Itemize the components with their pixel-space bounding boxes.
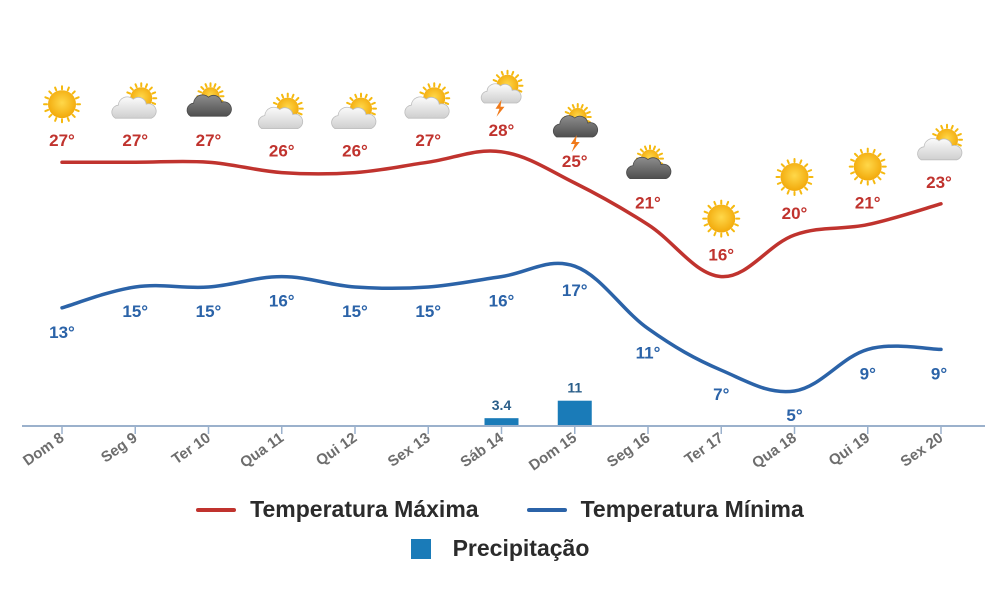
x-tick-label: Qua 18 — [749, 429, 800, 472]
x-tick-label: Sex 13 — [385, 429, 434, 470]
max-temp-label: 27° — [415, 131, 441, 150]
precipitation-label: 11 — [567, 380, 582, 396]
max-temp-label: 25° — [562, 152, 588, 171]
x-tick-label: Ter 10 — [169, 429, 214, 468]
max-temp-label: 27° — [196, 131, 222, 150]
sun-icon — [775, 158, 814, 196]
partly-cloudy-icon — [331, 92, 377, 129]
min-temp-label: 17° — [562, 281, 588, 300]
legend-min-label: Temperatura Mínima — [580, 496, 804, 522]
max-temp-label: 20° — [782, 204, 808, 223]
sun-icon — [848, 147, 887, 186]
precipitation-label: 3.4 — [492, 397, 512, 413]
min-temp-label: 5° — [786, 406, 802, 425]
legend-item-precip: Precipitação — [410, 535, 590, 562]
x-tick-label: Qui 19 — [826, 429, 873, 469]
x-tick-label: Sex 20 — [898, 429, 947, 470]
max-temp-label: 21° — [635, 194, 661, 213]
legend-max-label: Temperatura Máxima — [250, 496, 479, 522]
x-tick-label: Seg 9 — [98, 429, 141, 466]
partly-cloudy-icon — [111, 82, 158, 119]
x-tick-label: Qua 11 — [237, 429, 287, 471]
legend-precip-swatch — [410, 538, 431, 559]
x-tick-label: Ter 17 — [681, 429, 726, 468]
min-temp-label: 16° — [269, 292, 295, 311]
max-temp-label: 23° — [926, 173, 952, 192]
precipitation-bar — [557, 400, 592, 426]
max-temp-label: 27° — [122, 131, 148, 150]
sun-icon — [702, 199, 741, 238]
legend-item-max: Temperatura Máxima — [196, 496, 479, 523]
min-temp-label: 7° — [713, 385, 729, 404]
thunderstorm-cloudy-icon — [552, 103, 599, 152]
x-tick-label: Dom 8 — [20, 429, 67, 469]
legend-row-temperature: Temperatura Máxima Temperatura Mínima — [0, 496, 1000, 523]
x-tick-label: Seg 16 — [604, 429, 653, 471]
partly-cloudy-icon — [917, 123, 963, 161]
max-temp-label: 16° — [708, 246, 734, 265]
max-temp-line — [60, 149, 943, 279]
min-temp-label: 15° — [122, 302, 148, 321]
max-temp-label: 27° — [49, 131, 75, 150]
legend-item-min: Temperatura Mínima — [526, 496, 804, 523]
min-temp-label: 9° — [860, 364, 876, 383]
weather-icons — [43, 69, 963, 238]
max-temp-label: 26° — [342, 142, 368, 161]
partly-cloudy-icon — [257, 92, 304, 129]
min-temp-label: 11° — [636, 344, 661, 363]
precipitation-bars — [484, 400, 592, 426]
max-temp-label: 21° — [855, 194, 881, 213]
legend-min-swatch — [526, 507, 567, 512]
data-labels: 3.4 11 27° 27° 27° 26° 26° 27° 28° 25° 21° 16° 20° 21… — [49, 121, 952, 425]
x-tick-label: Sáb 14 — [457, 429, 507, 471]
x-tick-label: Dom 15 — [526, 429, 580, 474]
partly-cloudy-icon — [404, 82, 451, 119]
max-temp-label: 28° — [489, 121, 515, 140]
min-temp-label: 15° — [342, 302, 368, 321]
min-temp-label: 15° — [196, 302, 222, 321]
sun-icon — [43, 85, 81, 124]
min-temp-label: 9° — [931, 364, 947, 383]
max-temp-label: 26° — [269, 142, 295, 161]
legend-max-swatch — [196, 507, 237, 512]
thunderstorm-icon — [480, 69, 524, 117]
x-axis: Dom 8 Seg 9 Ter 10 Qua 11 Qui 12 Sex 13 Sáb 14… — [20, 425, 985, 474]
x-tick-label: Qui 12 — [313, 429, 360, 469]
temperature-lines — [60, 149, 943, 394]
min-temp-label: 13° — [49, 323, 75, 342]
min-temp-line — [60, 261, 943, 394]
min-temp-label: 16° — [489, 292, 515, 311]
cloudy-icon — [626, 144, 672, 179]
legend-precip-label: Precipitação — [452, 535, 590, 561]
precipitation-bar — [484, 418, 519, 426]
min-temp-label: 15° — [415, 302, 441, 321]
legend-row-precipitation: Precipitação — [0, 535, 1000, 562]
cloudy-icon — [186, 82, 232, 117]
